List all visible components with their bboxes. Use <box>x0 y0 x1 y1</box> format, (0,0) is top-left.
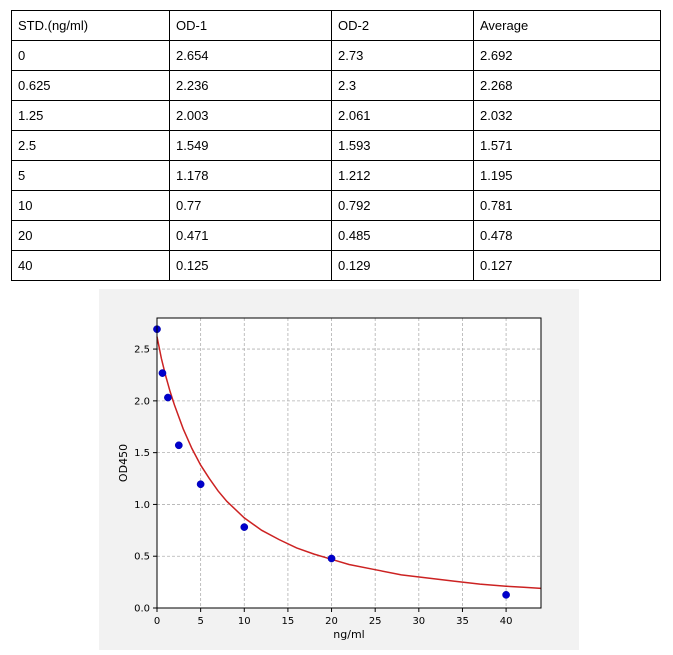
col-header-average: Average <box>473 10 661 41</box>
data-point <box>240 523 249 531</box>
plot-area <box>157 318 541 608</box>
cell-average: 2.692 <box>473 40 661 71</box>
cell-std: 2.5 <box>11 130 170 161</box>
cell-od1: 2.003 <box>169 100 332 131</box>
x-tick-label: 25 <box>369 616 382 627</box>
data-point <box>164 393 172 402</box>
y-tick-label: 0.0 <box>134 604 150 615</box>
cell-average: 0.478 <box>473 220 661 251</box>
y-tick-label: 1.0 <box>134 500 150 511</box>
x-tick-label: 35 <box>456 616 469 627</box>
chart-svg: 0 5 10 15 20 25 30 35 40 0.0 0.5 1.0 1.5 2.0 2.5 ng/m… <box>117 317 542 641</box>
standard-table: STD.(ng/ml) OD-1 OD-2 Average 0 2.654 2.… <box>11 10 661 281</box>
data-points <box>153 325 510 599</box>
cell-od2: 0.129 <box>331 250 474 281</box>
table-row: 0 2.654 2.73 2.692 <box>11 40 661 71</box>
cell-od1: 0.471 <box>169 220 332 251</box>
cell-std: 10 <box>11 190 170 221</box>
cell-average: 2.032 <box>473 100 661 131</box>
cell-average: 1.571 <box>473 130 661 161</box>
cell-std: 0.625 <box>11 70 170 101</box>
cell-average: 0.781 <box>473 190 661 221</box>
cell-od1: 0.125 <box>169 250 332 281</box>
cell-od2: 1.593 <box>331 130 474 161</box>
cell-od2: 2.73 <box>331 40 474 71</box>
cell-od2: 1.212 <box>331 160 474 191</box>
cell-od2: 2.061 <box>331 100 474 131</box>
table-row: 0.625 2.236 2.3 2.268 <box>11 70 661 101</box>
cell-std: 5 <box>11 160 170 191</box>
cell-od2: 2.3 <box>331 70 474 101</box>
cell-average: 1.195 <box>473 160 661 191</box>
table-row: 1.25 2.003 2.061 2.032 <box>11 100 661 131</box>
x-tick-label: 20 <box>325 616 338 627</box>
x-tick-label: 40 <box>500 616 513 627</box>
cell-od1: 2.236 <box>169 70 332 101</box>
cell-std: 0 <box>11 40 170 71</box>
x-axis-ticks: 0 5 10 15 20 25 30 35 40 <box>154 608 513 627</box>
x-tick-label: 0 <box>154 616 160 627</box>
plot-frame <box>156 317 542 609</box>
col-header-od2: OD-2 <box>331 10 474 41</box>
cell-average: 2.268 <box>473 70 661 101</box>
data-point <box>502 590 510 599</box>
grid-lines <box>156 318 541 609</box>
data-point <box>327 554 336 563</box>
table-row: 5 1.178 1.212 1.195 <box>11 160 661 191</box>
y-tick-label: 1.5 <box>134 448 150 459</box>
table-row: 10 0.77 0.792 0.781 <box>11 190 661 221</box>
cell-std: 1.25 <box>11 100 170 131</box>
y-axis-label: OD450 <box>117 444 130 482</box>
table-row: 20 0.471 0.485 0.478 <box>11 220 661 251</box>
data-point <box>196 480 205 489</box>
y-tick-label: 2.0 <box>134 396 150 407</box>
x-tick-label: 5 <box>197 616 203 627</box>
x-tick-label: 10 <box>238 616 251 627</box>
cell-od1: 2.654 <box>169 40 332 71</box>
col-header-od1: OD-1 <box>169 10 332 41</box>
col-header-std: STD.(ng/ml) <box>11 10 170 41</box>
cell-od1: 1.549 <box>169 130 332 161</box>
cell-std: 40 <box>11 250 170 281</box>
cell-average: 0.127 <box>473 250 661 281</box>
cell-std: 20 <box>11 220 170 251</box>
standard-curve-chart: 0 5 10 15 20 25 30 35 40 0.0 0.5 1.0 1.5 2.0 2.5 ng/m… <box>99 289 579 650</box>
y-tick-label: 2.5 <box>134 345 150 356</box>
x-axis-label: ng/ml <box>333 628 364 641</box>
table-row: 2.5 1.549 1.593 1.571 <box>11 130 661 161</box>
data-point <box>174 441 183 450</box>
cell-od2: 0.792 <box>331 190 474 221</box>
table-header-row: STD.(ng/ml) OD-1 OD-2 Average <box>11 10 661 41</box>
y-tick-label: 0.5 <box>134 552 150 563</box>
data-point <box>158 369 167 377</box>
x-tick-label: 15 <box>282 616 295 627</box>
cell-od1: 0.77 <box>169 190 332 221</box>
fit-curve <box>156 336 542 590</box>
table-row: 40 0.125 0.129 0.127 <box>11 250 661 281</box>
cell-od1: 1.178 <box>169 160 332 191</box>
cell-od2: 0.485 <box>331 220 474 251</box>
x-tick-label: 30 <box>412 616 425 627</box>
y-axis-ticks: 0.0 0.5 1.0 1.5 2.0 2.5 <box>134 345 157 615</box>
